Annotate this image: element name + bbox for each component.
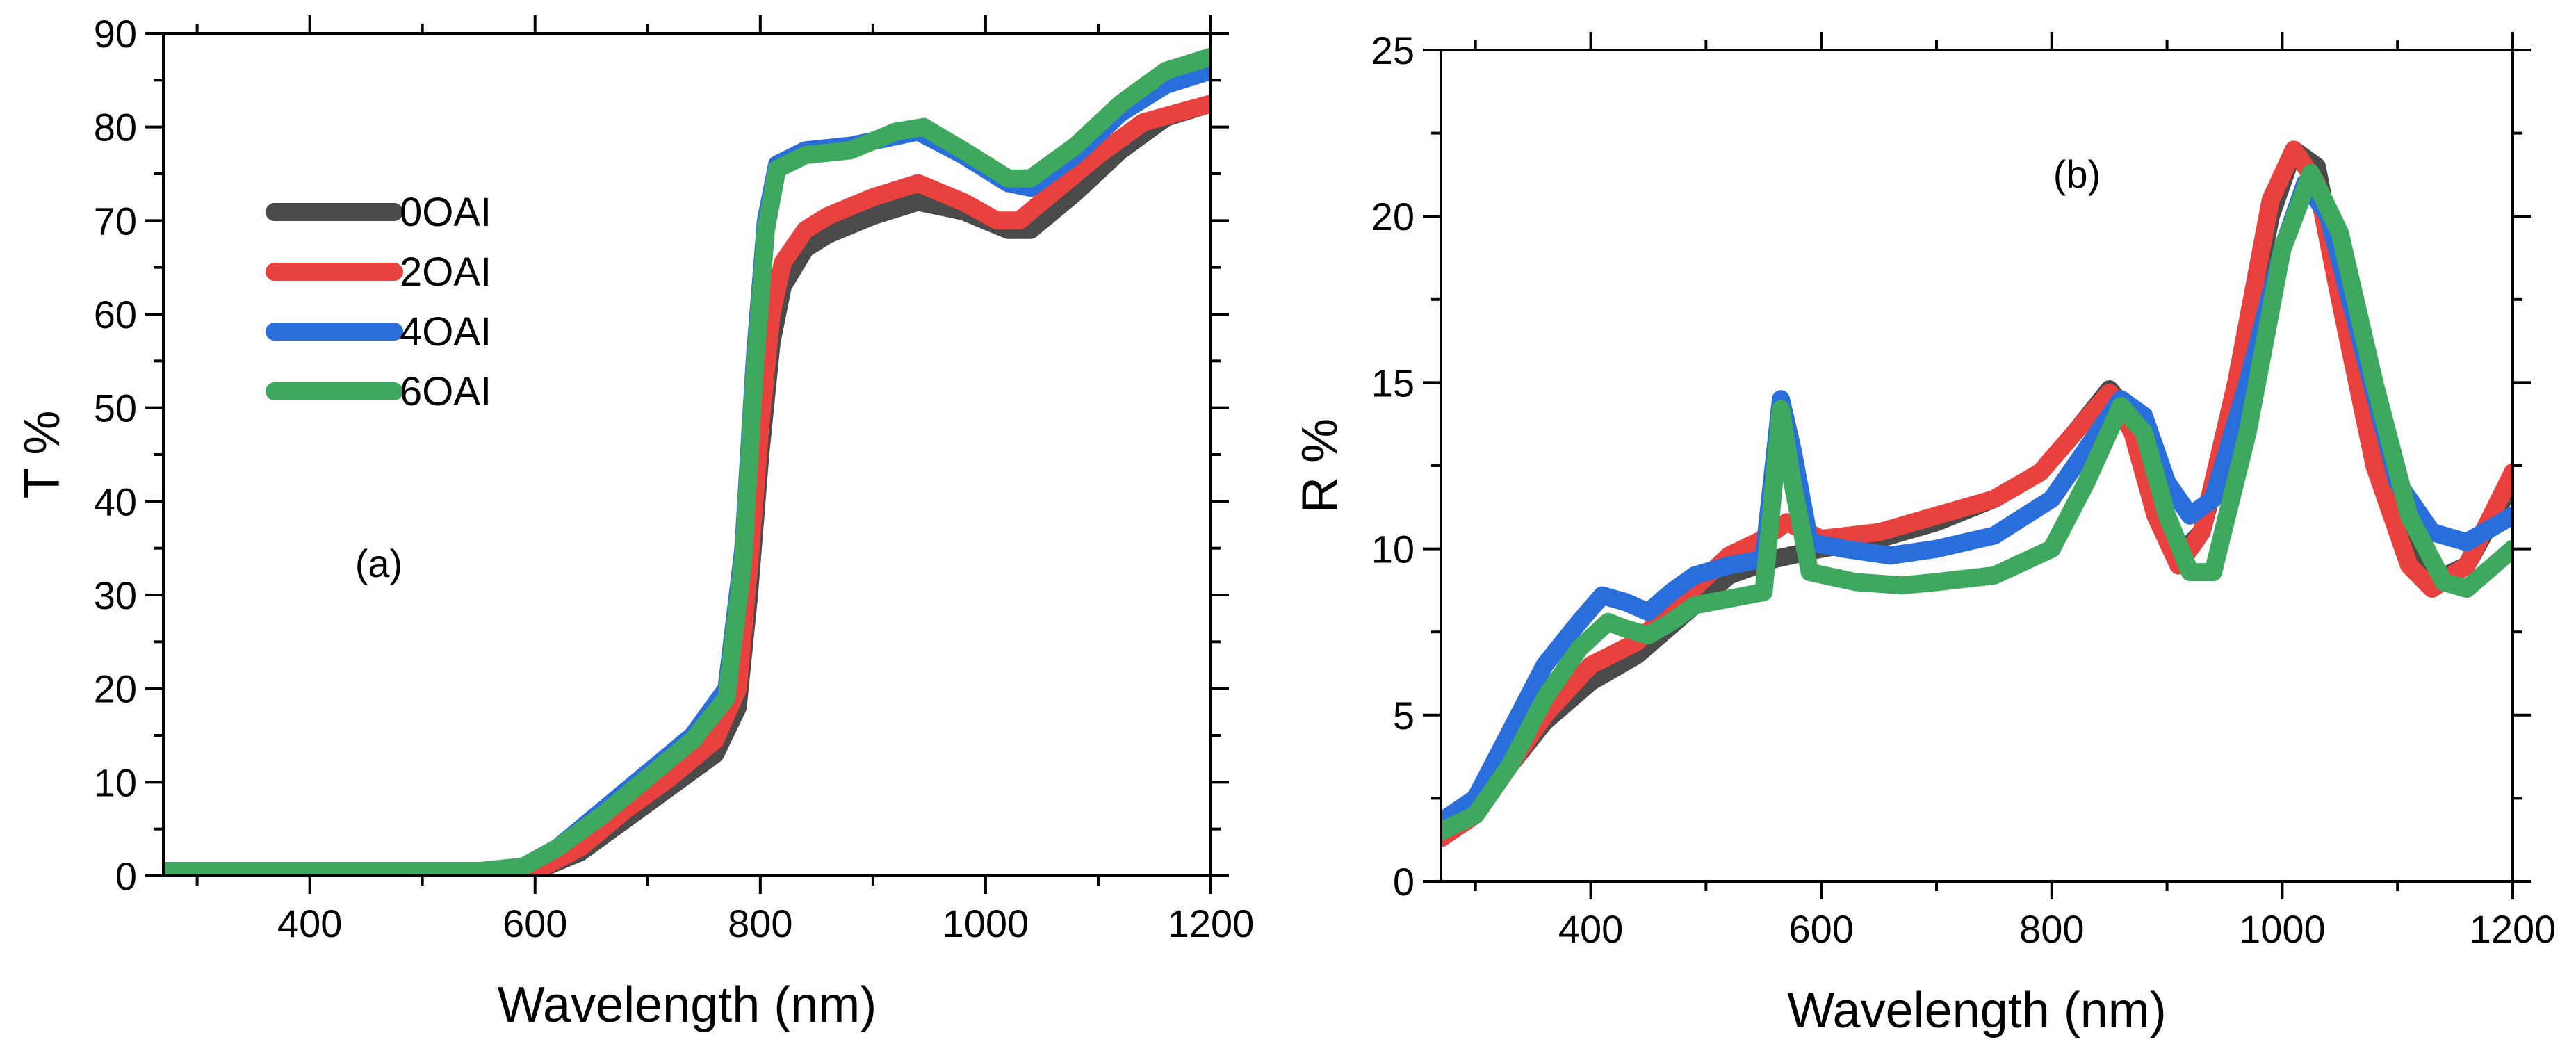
y-tick-label: 0: [1393, 860, 1415, 904]
y-tick-label: 25: [1371, 28, 1415, 72]
y-tick-label: 10: [1371, 528, 1415, 571]
y-axis-title: R %: [1292, 418, 1348, 513]
y-tick-label: 10: [94, 760, 137, 804]
x-tick-label: 400: [1558, 907, 1623, 951]
y-tick-label: 40: [94, 480, 137, 523]
x-tick-label: 1200: [1168, 902, 1255, 945]
series-line-2oai: [163, 95, 1211, 876]
panel-annotation: (b): [2053, 152, 2101, 196]
y-axis-title: T %: [15, 411, 70, 499]
x-tick-label: 1000: [2239, 907, 2326, 951]
panel-annotation: (a): [355, 541, 402, 585]
panel-b-reflectance-chart: 400 600 800 1000 1200 0 5 10 15 20 25 Wavelength (n…: [1292, 28, 2556, 1038]
x-tick-label: 800: [728, 902, 792, 945]
series-line-6oai: [163, 47, 1211, 876]
y-tick-label: 70: [94, 199, 137, 243]
legend-label-4oai: 4OAI: [400, 309, 491, 354]
series-group: [163, 47, 1211, 876]
legend-label-6oai: 6OAI: [400, 369, 491, 414]
x-axis-title: Wavelength (nm): [498, 977, 877, 1033]
series-line-2oai: [1441, 140, 2513, 847]
y-tick-label: 90: [94, 12, 137, 56]
x-tick-label: 1000: [943, 902, 1029, 945]
series-group: [1441, 140, 2513, 847]
y-tick-label: 80: [94, 106, 137, 149]
y-tick-label: 20: [94, 667, 137, 711]
y-tick-label: 50: [94, 386, 137, 430]
x-tick-label: 600: [1788, 907, 1853, 951]
y-tick-label: 30: [94, 573, 137, 617]
y-tick-label: 60: [94, 293, 137, 336]
x-axis-title: Wavelength (nm): [1787, 983, 2167, 1038]
x-tick-label: 1200: [2470, 907, 2557, 951]
x-tick-label: 400: [277, 902, 342, 945]
y-tick-label: 15: [1371, 361, 1415, 405]
x-tick-label: 600: [503, 902, 567, 945]
y-tick-label: 5: [1393, 694, 1415, 737]
legend-label-0oai: 0OAI: [400, 190, 491, 235]
plot-frame: [1440, 49, 2514, 883]
y-tick-label: 20: [1371, 195, 1415, 238]
legend-label-2oai: 2OAI: [400, 250, 491, 295]
y-tick-label: 0: [115, 854, 137, 898]
series-line-6oai: [1441, 164, 2513, 841]
legend: 0OAI 2OAI 4OAI 6OAI: [266, 190, 491, 414]
x-tick-label: 800: [2019, 907, 2084, 951]
panel-a-transmittance-chart: 400 600 800 1000 1200 0 10 20 30 40 50 60 70 80 90 Wave…: [15, 12, 1254, 1033]
